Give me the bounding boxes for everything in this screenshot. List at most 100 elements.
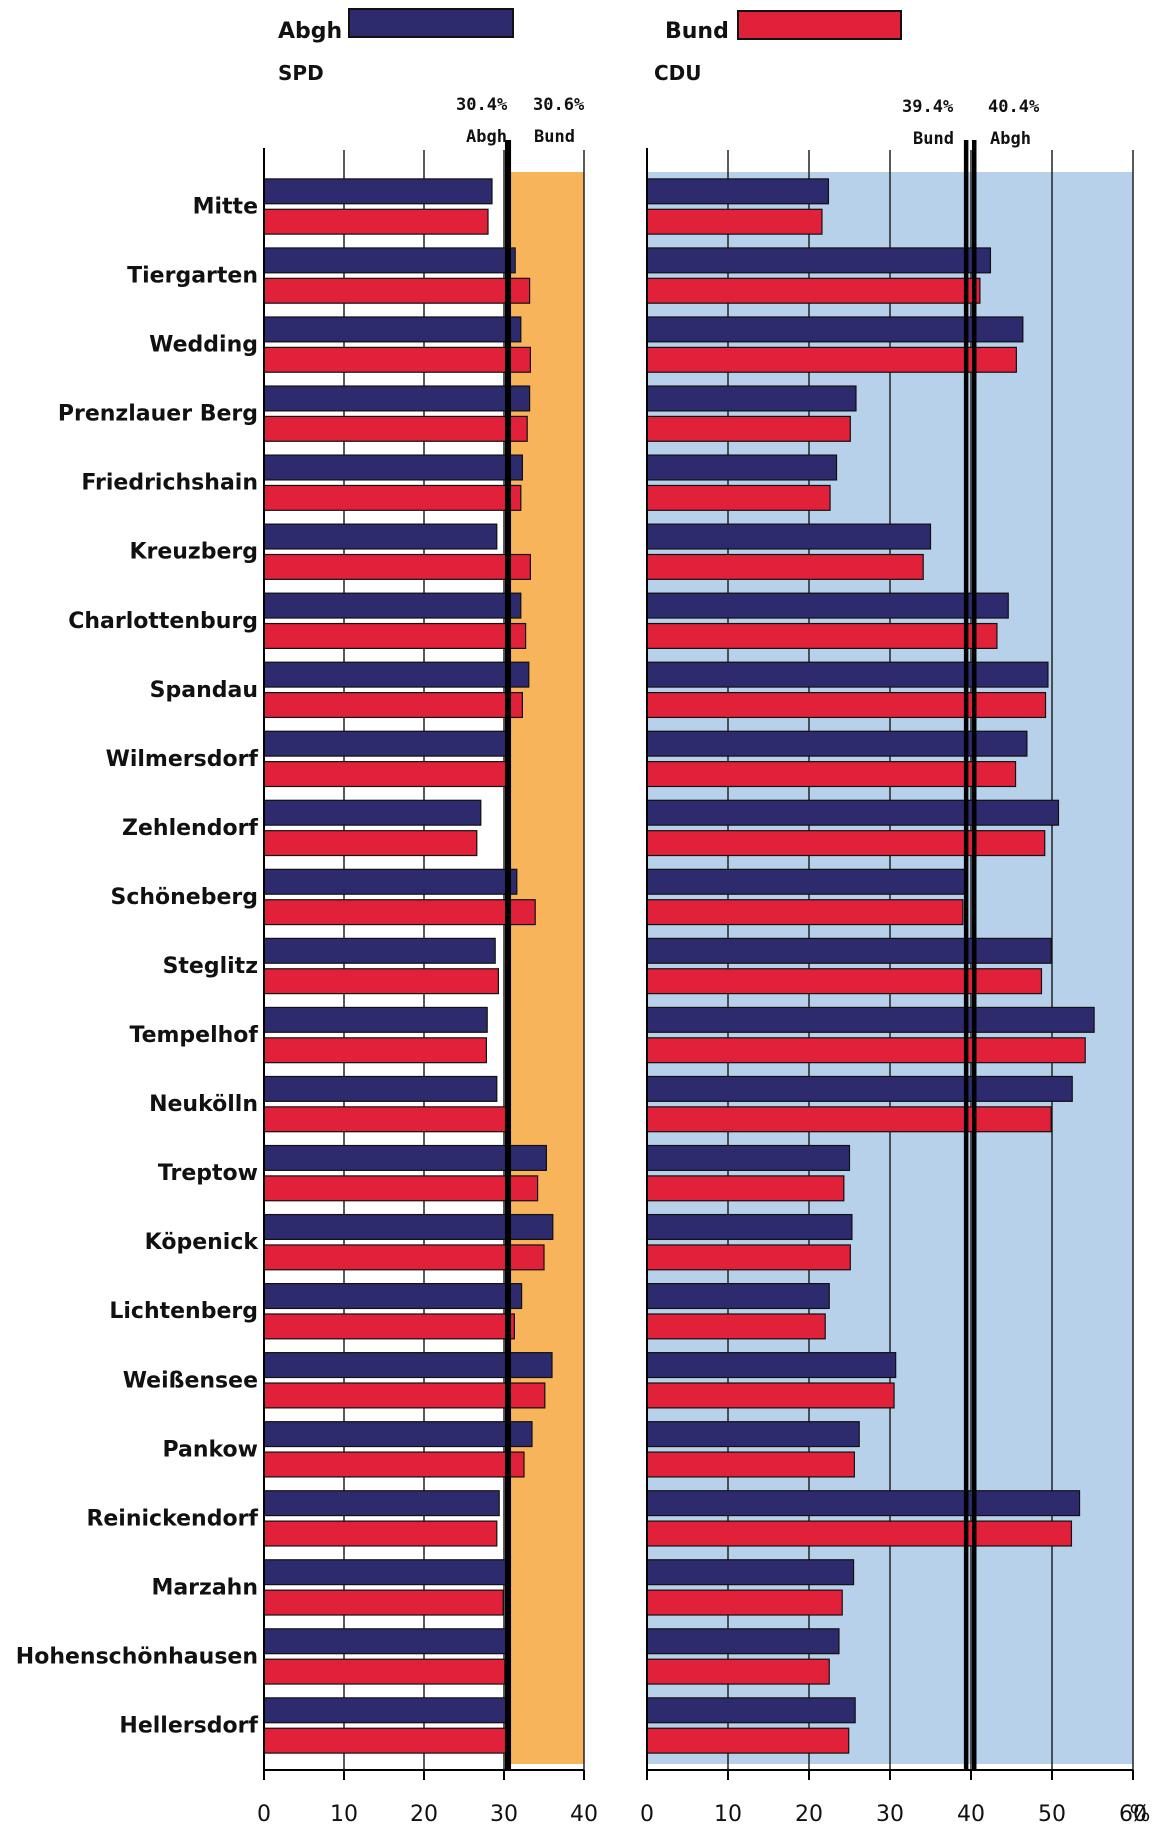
cdu-bar-bund xyxy=(646,277,981,304)
spd-bar-abgh xyxy=(263,1352,553,1379)
cdu-bar-abgh xyxy=(646,178,830,205)
spd-x-tick-label: 20 xyxy=(410,1802,438,1824)
spd-bar-bund xyxy=(263,830,478,857)
cdu-bar-abgh xyxy=(646,1282,830,1310)
spd-bar-bund xyxy=(263,553,531,580)
cdu-bar-abgh xyxy=(646,1559,855,1586)
cdu-bar-abgh xyxy=(646,316,1024,343)
cdu-bar-abgh xyxy=(646,454,838,481)
cdu-bar-abgh xyxy=(646,868,966,895)
category-label: Tiergarten xyxy=(127,264,258,289)
cdu-bar-bund xyxy=(646,1589,843,1616)
spd-ref-abgh-value: 30.4% xyxy=(456,95,508,115)
category-label: Zehlendorf xyxy=(122,816,258,841)
cdu-bar-abgh xyxy=(646,1144,851,1171)
cdu-bar-abgh xyxy=(646,1421,860,1448)
spd-bar-bund xyxy=(263,1175,539,1202)
cdu-bar-bund xyxy=(646,208,823,235)
spd-bar-bund xyxy=(263,1382,546,1409)
cdu-ref-abgh-name: Abgh xyxy=(990,129,1031,149)
category-label: Hellersdorf xyxy=(119,1713,258,1738)
category-label: Lichtenberg xyxy=(109,1299,258,1324)
bars xyxy=(263,178,1095,1754)
cdu-bar-bund xyxy=(646,968,1043,995)
legend-bund-swatch xyxy=(737,10,902,40)
cdu-bar-bund xyxy=(646,1037,1086,1064)
cdu-bar-bund xyxy=(646,761,1017,788)
cdu-bar-bund xyxy=(646,553,924,580)
spd-bar-bund xyxy=(263,277,531,304)
spd-bar-abgh xyxy=(263,454,523,481)
cdu-bar-bund xyxy=(646,1727,850,1754)
spd-bar-abgh xyxy=(263,1628,507,1655)
spd-bar-abgh xyxy=(263,1421,533,1448)
category-label: Prenzlauer Berg xyxy=(58,402,258,427)
text-labels: Mitte Tiergarten Wedding Prenzlauer Berg Fri… xyxy=(16,195,1147,1824)
category-label: Kreuzberg xyxy=(129,540,258,565)
cdu-bar-bund xyxy=(646,1106,1052,1133)
category-label: Pankow xyxy=(162,1437,258,1462)
category-label: Friedrichshain xyxy=(81,471,258,496)
cdu-bar-bund xyxy=(646,1520,1073,1547)
category-label: Spandau xyxy=(150,678,258,703)
spd-x-tick-label: 30 xyxy=(490,1802,518,1824)
spd-bar-bund xyxy=(263,1244,545,1271)
cdu-x-tick-label: 10 xyxy=(714,1802,742,1824)
spd-bar-bund xyxy=(263,346,531,373)
category-label: Köpenick xyxy=(145,1230,260,1255)
spd-bar-abgh xyxy=(263,661,530,688)
spd-bar-abgh xyxy=(263,178,493,205)
cdu-bar-bund xyxy=(646,1451,855,1478)
cdu-x-tick-label: 60 xyxy=(1119,1802,1147,1824)
cdu-bar-bund xyxy=(646,1244,851,1271)
spd-bar-abgh xyxy=(263,730,509,757)
spd-bar-abgh xyxy=(263,1006,488,1033)
cdu-bar-bund xyxy=(646,1658,830,1685)
cdu-x-tick-label: 30 xyxy=(876,1802,904,1824)
category-label: Schöneberg xyxy=(110,885,258,910)
spd-bar-abgh xyxy=(263,1282,523,1310)
spd-ref-bund-name: Bund xyxy=(534,127,575,147)
spd-ref-bund-value: 30.6% xyxy=(533,95,585,115)
spd-bar-abgh xyxy=(263,868,518,895)
spd-bar-abgh xyxy=(263,385,531,412)
cdu-bar-bund xyxy=(646,415,851,442)
spd-bar-abgh xyxy=(263,1490,500,1517)
spd-title: SPD xyxy=(278,61,324,85)
cdu-bar-bund xyxy=(646,1382,895,1409)
cdu-bar-abgh xyxy=(646,1628,840,1655)
cdu-bar-bund xyxy=(646,622,998,650)
cdu-bar-abgh xyxy=(646,247,992,274)
spd-bar-bund xyxy=(263,1451,525,1478)
cdu-bar-abgh xyxy=(646,1006,1095,1033)
spd-bar-abgh xyxy=(263,247,516,274)
cdu-bar-abgh xyxy=(646,1213,853,1241)
cdu-ref-abgh-value: 40.4% xyxy=(988,97,1040,117)
category-label: Hohenschönhausen xyxy=(16,1644,258,1669)
cdu-bar-bund xyxy=(646,830,1046,857)
cdu-bar-abgh xyxy=(646,1352,897,1379)
spd-bar-bund xyxy=(263,1037,487,1064)
category-label: Reinickendorf xyxy=(86,1506,258,1531)
cdu-bar-abgh xyxy=(646,385,857,412)
category-label: Wilmersdorf xyxy=(106,747,259,772)
legend-abgh-label: Abgh xyxy=(278,19,342,44)
cdu-bar-bund xyxy=(646,346,1017,373)
category-label: Wedding xyxy=(149,333,258,358)
spd-bar-abgh xyxy=(263,1559,510,1586)
category-label: Tempelhof xyxy=(130,1023,259,1048)
spd-x-tick-label: 40 xyxy=(570,1802,598,1824)
spd-bar-abgh xyxy=(263,316,522,343)
spd-bar-bund xyxy=(263,691,523,719)
cdu-x-tick-label: 50 xyxy=(1038,1802,1066,1824)
cdu-title: CDU xyxy=(654,61,702,85)
reference-lines xyxy=(504,140,977,1770)
spd-bar-bund xyxy=(263,899,536,926)
cdu-ref-bund-name: Bund xyxy=(913,129,954,149)
category-label: Charlottenburg xyxy=(68,609,258,634)
spd-bar-bund xyxy=(263,1658,506,1685)
cdu-bar-bund xyxy=(646,1313,826,1340)
spd-bar-bund xyxy=(263,1727,509,1754)
spd-bar-abgh xyxy=(263,523,498,550)
